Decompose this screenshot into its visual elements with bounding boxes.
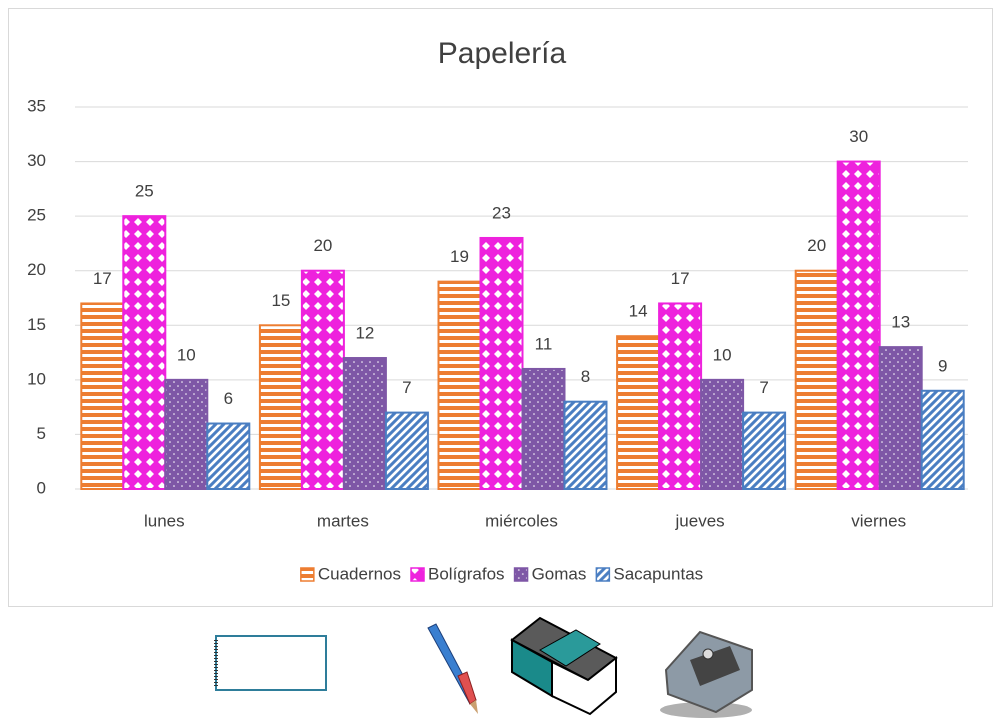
bar — [836, 160, 881, 490]
x-tick-label: viernes — [851, 511, 906, 530]
data-label: 20 — [313, 236, 332, 255]
y-tick-label: 25 — [27, 206, 46, 225]
data-label: 30 — [849, 127, 868, 146]
plot-area: 0 5 10 15 20 25 30 35 lunes 17 25 10 6 martes 15 20 12 7 m… — [27, 96, 968, 583]
data-label: 23 — [492, 203, 511, 222]
pen-icon — [427, 623, 478, 714]
data-label: 17 — [93, 269, 112, 288]
data-label: 25 — [135, 182, 154, 201]
bar — [437, 280, 482, 490]
legend-label: Bolígrafos — [428, 564, 505, 583]
legend: Cuadernos Bolígrafos Gomas Sacapuntas — [300, 564, 703, 583]
data-label: 9 — [938, 356, 947, 375]
bar — [479, 236, 524, 490]
bar — [920, 389, 965, 490]
data-label: 19 — [450, 247, 469, 266]
bar — [794, 269, 839, 491]
data-label: 20 — [807, 236, 826, 255]
notebook-icon — [214, 635, 327, 691]
bar — [80, 302, 125, 491]
y-tick-label: 35 — [27, 96, 46, 115]
data-label: 17 — [671, 269, 690, 288]
bar — [258, 324, 303, 490]
data-label: 11 — [535, 334, 553, 353]
y-tick-label: 30 — [27, 151, 46, 170]
sharpener-icon — [660, 630, 753, 718]
eraser-icon — [510, 616, 618, 716]
bar — [658, 302, 703, 491]
bar — [122, 215, 167, 490]
chart-title: Papelería — [438, 37, 567, 70]
bar — [521, 367, 566, 491]
legend-swatch — [513, 567, 529, 582]
data-label: 10 — [713, 345, 732, 364]
x-tick-label: jueves — [675, 511, 725, 530]
x-tick-label: miércoles — [485, 511, 558, 530]
data-label: 10 — [177, 345, 196, 364]
y-tick-label: 5 — [37, 424, 46, 443]
bar — [563, 400, 608, 490]
data-label: 6 — [224, 389, 233, 408]
legend-swatch — [595, 567, 611, 582]
data-label: 13 — [891, 313, 910, 332]
x-tick-label: lunes — [144, 511, 185, 530]
bar — [206, 422, 251, 490]
legend-label: Gomas — [532, 564, 587, 583]
y-tick-label: 0 — [37, 478, 46, 497]
bar — [616, 335, 661, 491]
legend-swatch — [300, 567, 315, 582]
data-label: 8 — [581, 367, 590, 386]
legend-label: Cuadernos — [318, 564, 401, 583]
data-label: 7 — [402, 378, 411, 397]
y-tick-label: 15 — [27, 315, 46, 334]
bar — [742, 411, 787, 491]
data-label: 15 — [271, 291, 290, 310]
bar — [164, 378, 209, 491]
bar — [878, 346, 923, 490]
bar — [342, 357, 387, 490]
legend-swatch — [410, 567, 425, 582]
bar — [384, 411, 429, 491]
y-tick-label: 20 — [27, 260, 46, 279]
data-label: 7 — [759, 378, 768, 397]
bar — [300, 269, 345, 491]
bar — [700, 378, 745, 491]
y-tick-label: 10 — [27, 369, 46, 388]
legend-label: Sacapuntas — [613, 564, 703, 583]
x-tick-label: martes — [317, 511, 369, 530]
data-label: 14 — [629, 302, 648, 321]
icons — [214, 616, 753, 718]
data-label: 12 — [355, 324, 374, 343]
